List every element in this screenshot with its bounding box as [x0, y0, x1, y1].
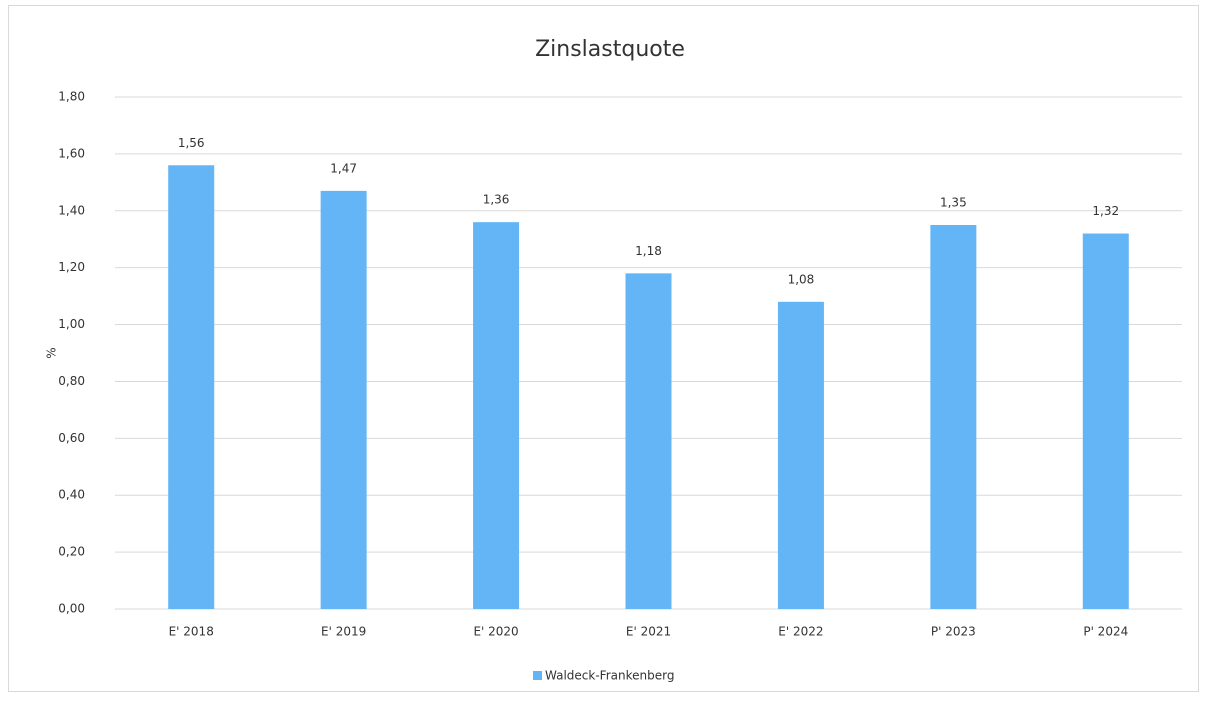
y-tick-label: 1,80	[58, 90, 85, 104]
y-axis-label: %	[45, 347, 59, 358]
y-tick-label: 0,80	[58, 374, 85, 388]
data-label: 1,18	[635, 244, 662, 258]
x-tick-label: E' 2021	[626, 625, 671, 639]
legend-swatch	[533, 671, 542, 680]
data-label: 1,08	[788, 272, 815, 286]
legend-label: Waldeck-Frankenberg	[545, 669, 674, 683]
bar	[1082, 233, 1129, 610]
y-tick-label: 1,20	[58, 260, 85, 274]
x-tick-label: E' 2019	[321, 625, 366, 639]
y-tick-label: 0,40	[58, 488, 85, 502]
x-tick-label: E' 2018	[169, 625, 214, 639]
chart-title: Zinslastquote	[535, 37, 685, 62]
bar	[320, 190, 367, 609]
y-tick-label: 0,20	[58, 545, 85, 559]
bar	[473, 222, 520, 609]
y-tick-label: 0,60	[58, 431, 85, 445]
data-label: 1,56	[178, 136, 205, 150]
y-tick-label: 1,60	[58, 146, 85, 160]
data-label: 1,47	[330, 161, 357, 175]
y-tick-label: 1,00	[58, 317, 85, 331]
bar	[777, 301, 824, 609]
data-label: 1,35	[940, 196, 967, 210]
x-tick-label: E' 2020	[473, 625, 518, 639]
bar	[930, 225, 977, 609]
x-tick-label: P' 2023	[931, 625, 976, 639]
y-tick-label: 0,00	[58, 602, 85, 616]
x-tick-label: P' 2024	[1083, 625, 1128, 639]
data-label: 1,32	[1092, 204, 1119, 218]
bar	[168, 165, 215, 609]
bar	[625, 273, 672, 609]
x-tick-label: E' 2022	[778, 625, 823, 639]
y-tick-label: 1,40	[58, 203, 85, 217]
data-label: 1,36	[483, 193, 510, 207]
